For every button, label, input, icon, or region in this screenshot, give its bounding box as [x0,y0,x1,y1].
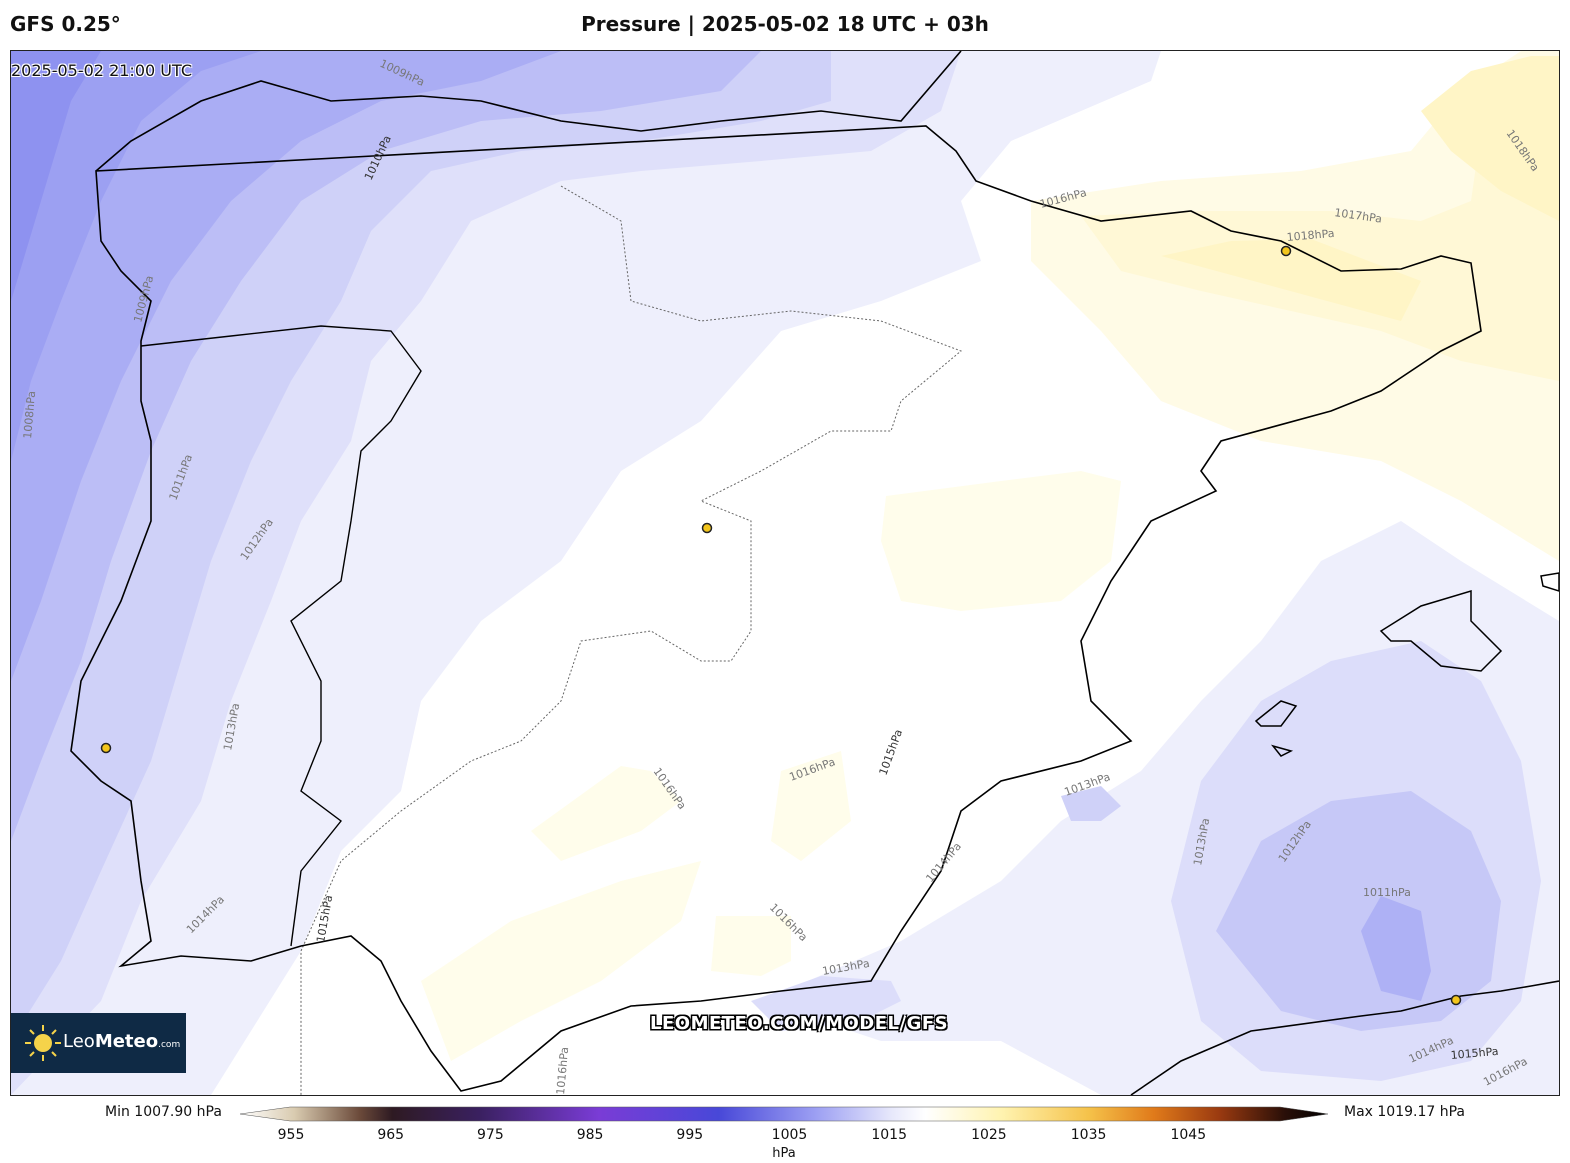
pressure-map: 1009hPa 1010hPa 1009hPa 1008hPa 1011hPa … [11,51,1559,1095]
island-formentera [1270,744,1294,757]
isobar-zone-1016-south2 [771,751,851,861]
colorbar-tick-label: 1025 [971,1127,1007,1143]
colorbar-tick-label: 975 [477,1127,504,1143]
colorbar [239,1106,1330,1126]
isobar-zone-1016-south1 [531,766,681,861]
colorbar-unit: hPa [772,1146,796,1161]
watermark-url[interactable]: LEOMETEO.COM/MODEL/GFS [650,1013,949,1034]
colorbar-tick-label: 965 [377,1127,405,1143]
colorbar-max-label: Max 1019.17 hPa [1344,1104,1466,1120]
isobar-zone-1016-south3 [421,861,701,1061]
isobar-zone-1011 [11,51,761,841]
isobar-zone-1013-small [1061,786,1121,821]
model-name: GFS 0.25° [10,12,121,36]
isobar-zone-1008 [11,51,101,301]
leometeo-logo[interactable]: LeoMeteo.com [11,1013,186,1073]
colorbar-tick-label: 1005 [771,1127,808,1143]
city-marker-algiers [1450,994,1462,1006]
isobar-zone-1016-south4 [711,916,791,976]
colorbar-tick-label: 1015 [871,1127,908,1143]
isobar-label: 1015hPa [1450,1045,1499,1062]
map-panel[interactable]: 1009hPa 1010hPa 1009hPa 1008hPa 1011hPa … [10,50,1560,1096]
colorbar-tick-label: 1035 [1070,1127,1107,1143]
island-menorca-west [1540,572,1559,592]
isobar-zone-1009 [11,51,261,461]
city-marker-madrid [701,522,713,534]
sun-icon [25,1025,61,1061]
isobar-1015-line [300,185,962,1095]
isobar-zone-1016-center [881,471,1121,611]
city-marker-andorra [1280,245,1292,257]
colorbar-tick-label: 1045 [1170,1127,1207,1143]
island-mallorca [1379,589,1503,672]
isobar-label: 1016hPa [554,1046,571,1095]
colorbar-tick-label: 985 [576,1127,604,1143]
isobar-label: 1011hPa [1363,886,1411,899]
isobar-zone-1011-se [1361,896,1431,1001]
isobar-zone-1018-ne [1421,56,1559,221]
valid-time-label: 2025-05-02 21:00 UTC [11,61,192,80]
isobar-label: 1008hPa [21,390,38,439]
chart-title: Pressure | 2025-05-02 18 UTC + 03h [581,12,989,36]
city-marker-lisbon [100,742,112,754]
colorbar-min-label: Min 1007.90 hPa [105,1104,222,1120]
coastline-africa [1130,980,1559,1095]
colorbar-tick-label: 995 [676,1127,704,1143]
isobar-zone-1010 [11,51,561,681]
logo-text: LeoMeteo.com [63,1031,181,1052]
coastline-iberia [70,51,1482,1092]
border-portugal [140,325,422,947]
island-ibiza [1254,700,1298,727]
isobar-label: 1018hPa [1286,227,1335,244]
isobar-zone-1017-ne [1081,61,1559,381]
colorbar-tick-label: 955 [277,1127,305,1143]
isobar-zone-1018-center [1161,239,1421,321]
